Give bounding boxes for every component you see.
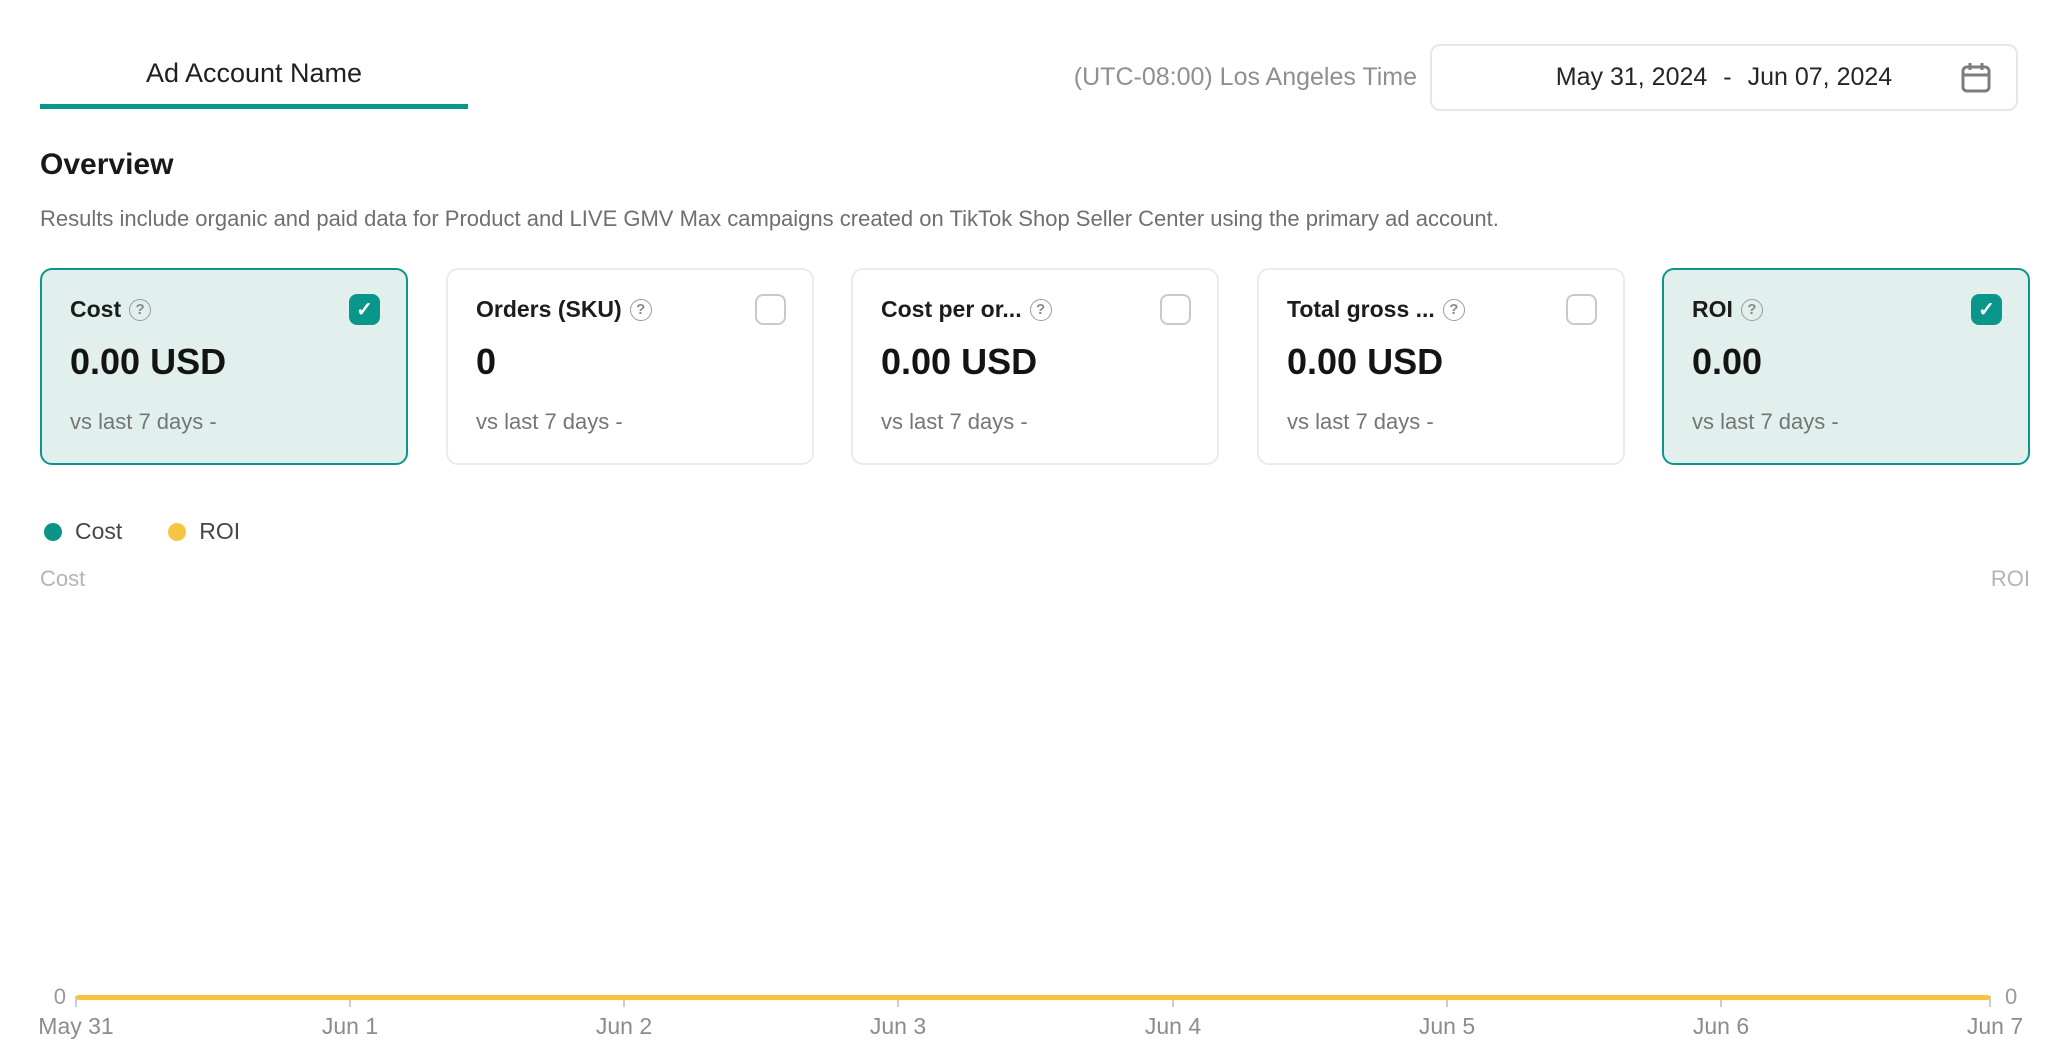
metric-checkbox[interactable]: ✓ [755, 294, 786, 325]
x-axis-tick [1720, 996, 1722, 1007]
metric-checkbox[interactable]: ✓ [349, 294, 380, 325]
x-axis-label: Jun 7 [1966, 1013, 2024, 1039]
timezone-label: (UTC-08:00) Los Angeles Time [1073, 63, 1417, 91]
check-icon: ✓ [1978, 298, 1995, 321]
date-range-picker[interactable]: May 31, 2024 - Jun 07, 2024 [1430, 44, 2018, 111]
x-axis-label: Jun 1 [321, 1013, 379, 1039]
x-axis-label: May 31 [38, 1013, 114, 1039]
x-axis-label: Jun 6 [1692, 1013, 1750, 1039]
overview-description: Results include organic and paid data fo… [40, 206, 1499, 231]
legend-label: ROI [199, 518, 241, 544]
metric-compare: vs last 7 days - [1692, 409, 1839, 434]
x-axis-tick [349, 996, 351, 1007]
date-range-text: May 31, 2024 - Jun 07, 2024 [1556, 63, 1892, 92]
help-icon[interactable]: ? [629, 298, 652, 321]
x-axis-label: Jun 5 [1418, 1013, 1476, 1039]
x-axis-tick [1446, 996, 1448, 1007]
legend-item-cost[interactable]: Cost [44, 518, 122, 545]
metric-title: Cost [70, 296, 122, 322]
right-axis-zero-label: 0 [2005, 984, 2018, 1009]
x-axis-label: Jun 4 [1144, 1013, 1202, 1039]
legend-item-roi[interactable]: ROI [168, 518, 240, 545]
x-axis-tick [623, 996, 625, 1007]
help-icon[interactable]: ? [1029, 298, 1052, 321]
date-range-end: Jun 07, 2024 [1747, 63, 1893, 91]
help-icon[interactable]: ? [1442, 298, 1465, 321]
metric-card-roi[interactable]: ROI ? ✓ 0.00 vs last 7 days - [1662, 268, 2030, 465]
roi-zero-line [76, 995, 1990, 1000]
metric-value: 0 [476, 341, 497, 382]
left-axis-title: Cost [40, 566, 86, 591]
help-icon[interactable]: ? [129, 298, 152, 321]
metric-checkbox[interactable]: ✓ [1566, 294, 1597, 325]
check-icon: ✓ [356, 298, 373, 321]
legend-label: Cost [75, 518, 123, 544]
metric-title: Total gross ... [1287, 296, 1435, 322]
metric-title: ROI [1692, 296, 1733, 322]
x-axis-label: Jun 2 [595, 1013, 653, 1039]
x-axis-tick [1172, 996, 1174, 1007]
metric-compare: vs last 7 days - [1287, 409, 1434, 434]
x-axis-tick [75, 996, 77, 1007]
metric-card-orders-sku[interactable]: Orders (SKU) ? ✓ 0 vs last 7 days - [446, 268, 814, 465]
help-icon[interactable]: ? [1740, 298, 1763, 321]
metric-checkbox[interactable]: ✓ [1971, 294, 2002, 325]
metric-value: 0.00 USD [1287, 341, 1444, 382]
x-axis-tick [897, 996, 899, 1007]
tab-ad-account-name[interactable]: Ad Account Name [40, 58, 468, 109]
right-axis-title: ROI [1990, 566, 2030, 591]
calendar-icon[interactable] [1960, 61, 1992, 95]
chart-legend: Cost ROI [44, 518, 240, 545]
x-axis-tick [1989, 996, 1991, 1007]
metric-value: 0.00 USD [881, 341, 1038, 382]
roi-series-dot-icon [168, 522, 187, 541]
date-range-separator: - [1723, 63, 1732, 91]
metric-card-cost-per-order[interactable]: Cost per or... ? ✓ 0.00 USD vs last 7 da… [851, 268, 1219, 465]
cost-series-dot-icon [44, 522, 62, 541]
metric-compare: vs last 7 days - [881, 409, 1028, 434]
metric-title: Orders (SKU) [476, 296, 622, 322]
metric-compare: vs last 7 days - [476, 409, 623, 434]
metric-value: 0.00 [1692, 341, 1763, 382]
metric-card-cost[interactable]: Cost ? ✓ 0.00 USD vs last 7 days - [40, 268, 408, 465]
x-axis-label: Jun 3 [869, 1013, 927, 1039]
page-title: Overview [40, 148, 174, 181]
metric-card-total-gross[interactable]: Total gross ... ? ✓ 0.00 USD vs last 7 d… [1257, 268, 1625, 465]
left-axis-zero-label: 0 [53, 984, 66, 1009]
metric-title: Cost per or... [881, 296, 1022, 322]
date-range-start: May 31, 2024 [1555, 63, 1708, 91]
metric-value: 0.00 USD [70, 341, 227, 382]
metric-checkbox[interactable]: ✓ [1160, 294, 1191, 325]
metric-compare: vs last 7 days - [70, 409, 217, 434]
